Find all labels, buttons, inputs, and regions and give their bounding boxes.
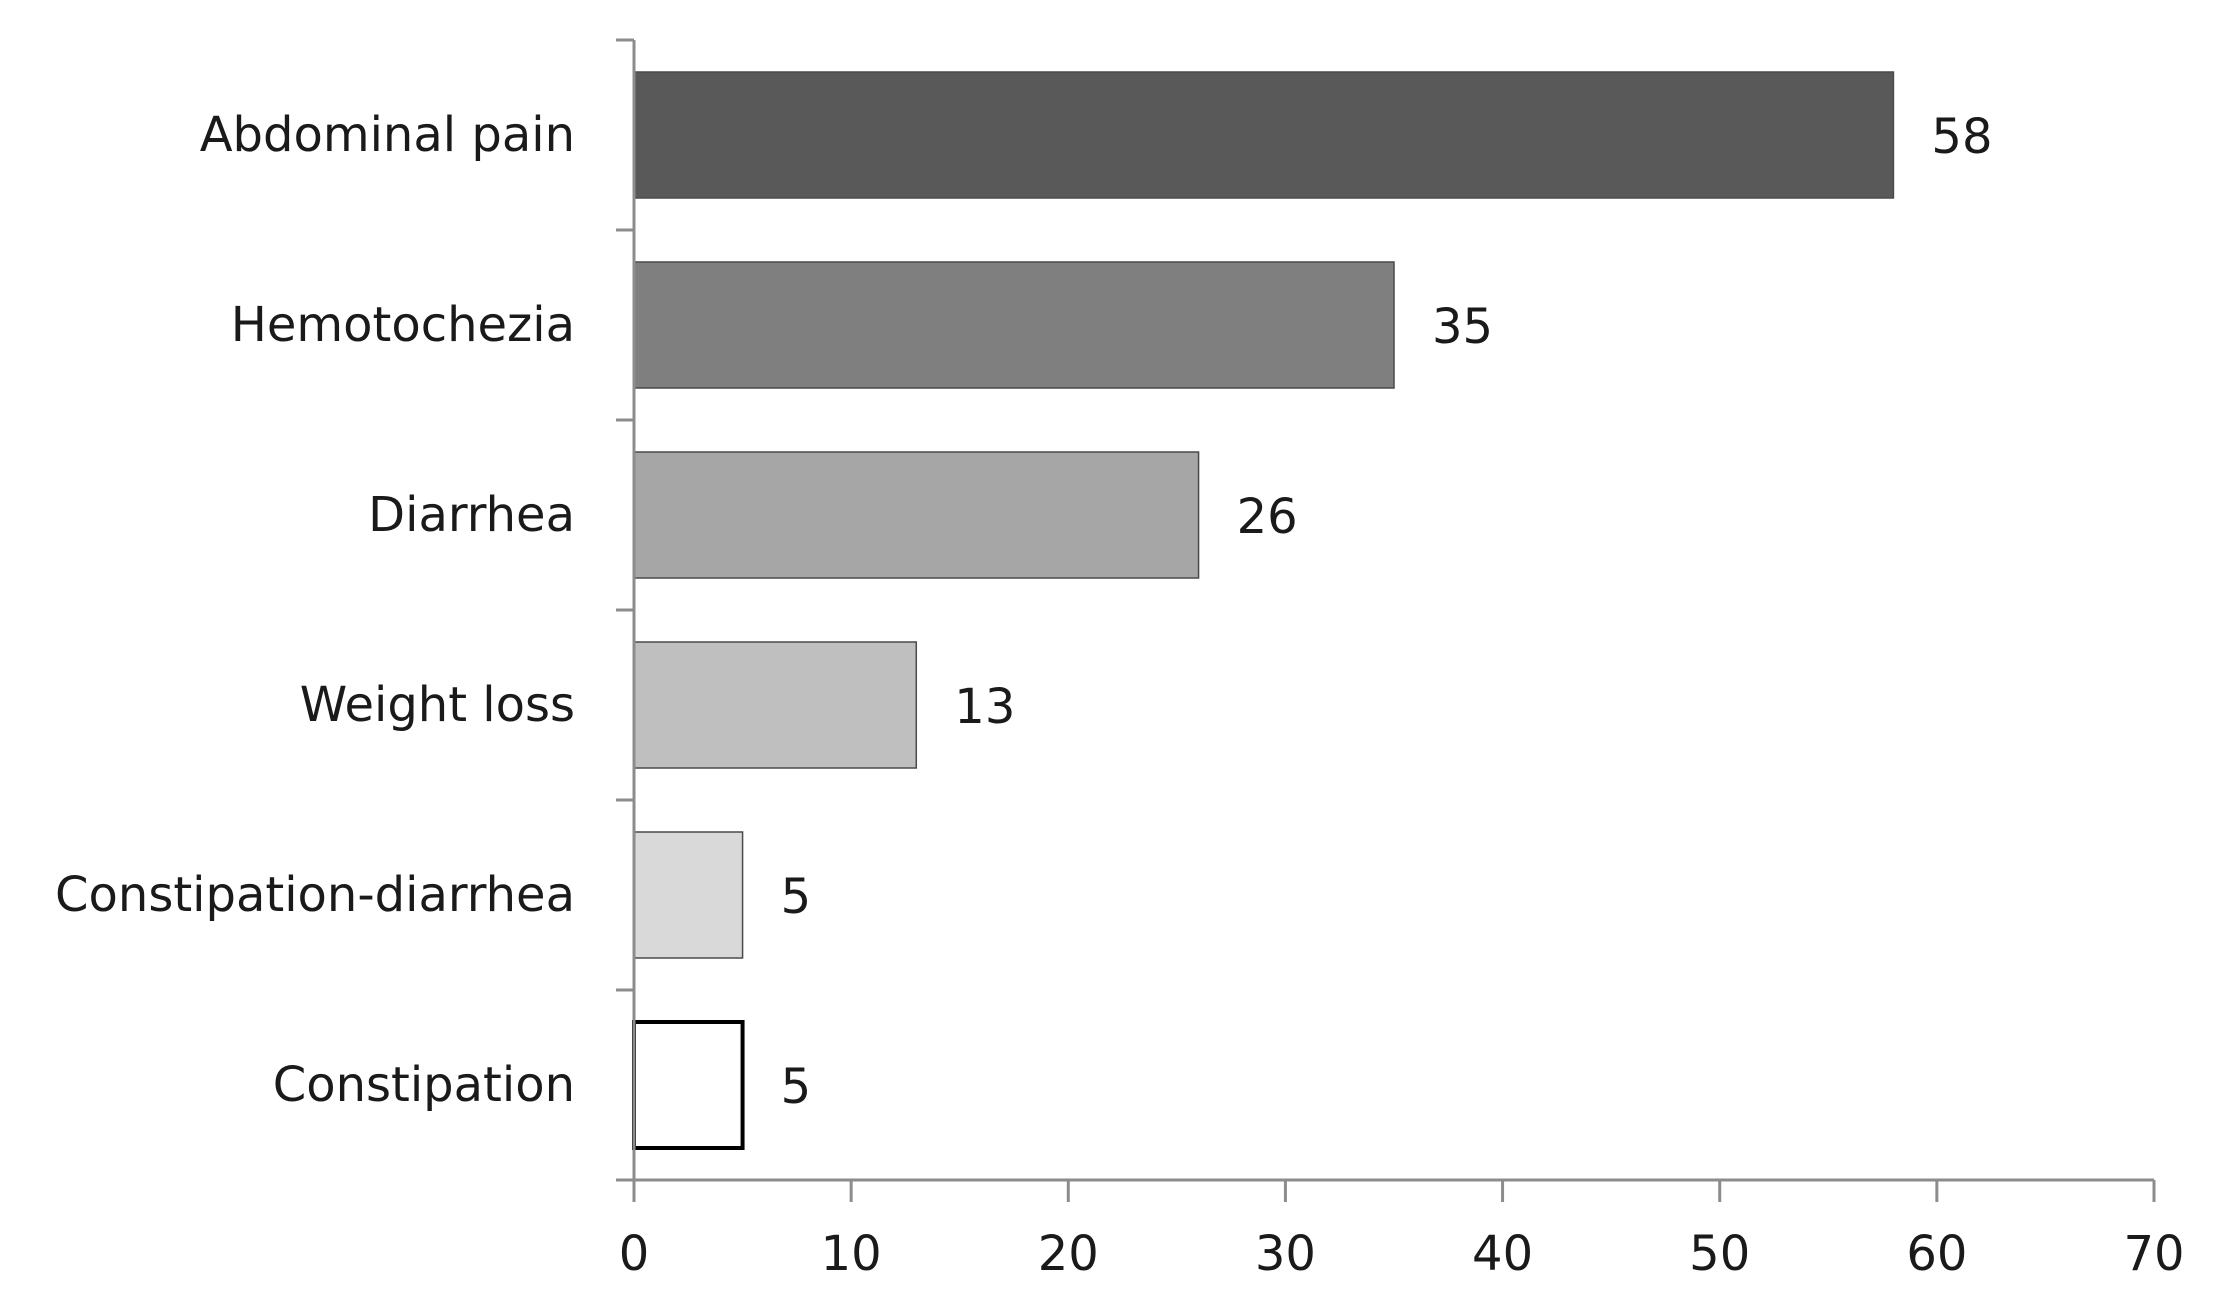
bar-abdominal-pain bbox=[633, 71, 1895, 199]
data-label: 5 bbox=[781, 1059, 812, 1115]
category-label: Abdominal pain bbox=[200, 107, 575, 163]
category-label: Hemotochezia bbox=[231, 297, 575, 353]
category-label: Constipation bbox=[273, 1057, 575, 1113]
category-label: Diarrhea bbox=[368, 487, 575, 543]
bar-diarrhea bbox=[633, 451, 1200, 579]
axes-layer bbox=[616, 38, 2156, 1202]
data-label: 5 bbox=[781, 869, 812, 925]
bar-constipation bbox=[632, 1020, 745, 1150]
data-label: 26 bbox=[1237, 489, 1298, 545]
x-tick-label: 30 bbox=[1255, 1226, 1316, 1282]
bars-layer bbox=[632, 71, 1895, 1150]
x-tick-label: 60 bbox=[1906, 1226, 1967, 1282]
data-label: 35 bbox=[1432, 299, 1493, 355]
category-label: Constipation-diarrhea bbox=[55, 867, 575, 923]
bar-hemotochezia bbox=[633, 261, 1395, 389]
x-tick-label: 70 bbox=[2123, 1226, 2184, 1282]
data-label: 13 bbox=[954, 679, 1015, 735]
x-tick-label: 50 bbox=[1689, 1226, 1750, 1282]
labels-layer: Abdominal pain 58 Hemotochezia 35 Diarrhea 26… bbox=[55, 107, 2185, 1282]
x-tick-label: 0 bbox=[619, 1226, 650, 1282]
bar-constipation-diarrhea bbox=[633, 831, 744, 959]
data-label: 58 bbox=[1931, 109, 1992, 165]
x-tick-label: 40 bbox=[1472, 1226, 1533, 1282]
category-label: Weight loss bbox=[300, 677, 575, 733]
x-tick-label: 10 bbox=[821, 1226, 882, 1282]
x-tick-label: 20 bbox=[1038, 1226, 1099, 1282]
bar-weight-loss bbox=[633, 641, 918, 769]
